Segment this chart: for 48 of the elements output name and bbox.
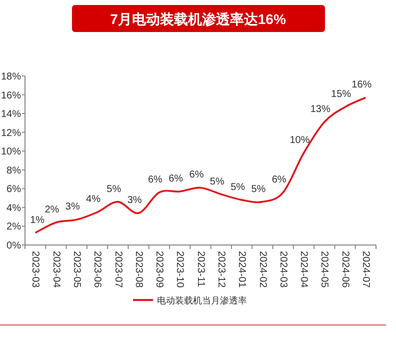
legend-label: 电动装载机当月渗透率 [157,296,247,306]
x-tick-label: 2023-11 [194,251,206,288]
data-label: 5% [230,182,246,193]
legend: 电动装载机当月渗透率 [133,296,247,306]
data-label: 6% [168,173,184,184]
y-tick-label: 0% [6,240,22,252]
y-tick-label: 2% [6,222,22,233]
data-label: 5% [251,184,266,195]
x-tick-label: 2024-03 [277,251,288,288]
data-label: 3% [65,202,80,213]
x-tick-label: 2024-07 [360,251,372,288]
y-tick-label: 8% [6,165,22,176]
chart-title: 7月电动装载机渗透率达16% [110,11,286,27]
data-label: 16% [352,80,372,91]
x-tick-label: 2023-08 [132,251,144,288]
title: 7月电动装载机渗透率达16% [72,5,325,32]
x-tick-label: 2024-02 [256,251,268,288]
y-tick-label: 10% [0,146,22,158]
x-tick-label: 2024-04 [298,251,310,288]
x-tick-label: 2023-07 [112,251,124,288]
data-label: 6% [189,170,204,181]
y-tick-label: 18% [0,72,22,82]
data-label: 10% [290,134,310,146]
x-tick-label: 2024-05 [318,251,330,288]
y-tick-label: 16% [0,90,22,102]
data-label: 1% [30,214,45,226]
x-tick-label: 2023-04 [50,251,62,288]
data-label: 5% [106,184,122,195]
data-label: 4% [86,194,101,206]
data-label: 6% [272,174,286,186]
x-tick-label: 2023-05 [70,251,82,288]
data-label: 13% [310,104,330,116]
x-tick-label: 2024-01 [236,251,248,288]
data-label: 5% [210,176,224,188]
x-tick-label: 2023-06 [92,251,103,288]
x-tick-label: 2023-12 [216,251,227,288]
data-label: 6% [148,174,163,186]
x-tick-label: 2023-03 [30,251,41,288]
data-label: 15% [331,88,352,100]
x-tick-label: 2023-10 [174,251,186,288]
y-tick-label: 6% [6,184,22,196]
y-tick-label: 12% [0,128,22,139]
x-tick-label: 2024-06 [339,251,350,288]
y-tick-label: 14% [0,109,22,120]
x-tick-label: 2023-09 [154,251,165,288]
data-label: 3% [127,195,142,206]
data-label: 2% [44,204,60,216]
y-tick-label: 4% [6,202,22,214]
